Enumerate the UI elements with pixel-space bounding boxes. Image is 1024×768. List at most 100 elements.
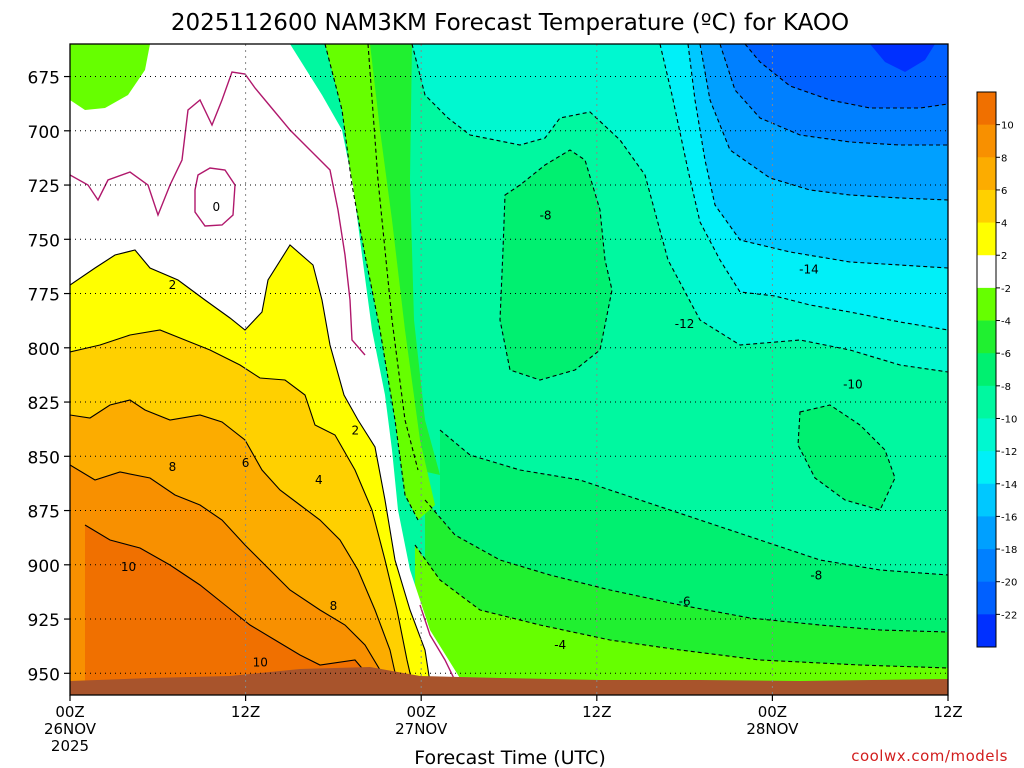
credit-text: coolwx.com/models bbox=[851, 747, 1008, 765]
colorbar-swatch bbox=[977, 287, 996, 321]
colorbar-swatch bbox=[977, 157, 996, 191]
colorbar-swatch bbox=[977, 222, 996, 256]
colorbar-label: -10 bbox=[1001, 414, 1017, 425]
contour-label: 4 bbox=[315, 473, 323, 487]
contour-label: 2 bbox=[169, 278, 177, 292]
band-minus8-column bbox=[368, 44, 440, 475]
isotherm-minus18 bbox=[699, 44, 948, 201]
x-tick-label: 2025 bbox=[51, 737, 89, 755]
contour-label: -4 bbox=[554, 638, 566, 652]
contour-lines bbox=[70, 44, 948, 695]
isotherm-minus16 bbox=[687, 44, 948, 269]
y-tick-label: 725 bbox=[28, 177, 60, 197]
y-tick-label: 700 bbox=[28, 123, 60, 143]
colorbar-label: 8 bbox=[1001, 153, 1007, 164]
band-minus6-lower bbox=[415, 545, 948, 695]
colorbar-label: 2 bbox=[1001, 251, 1007, 262]
isotherm-minus4 bbox=[414, 544, 948, 669]
y-tick-label: 875 bbox=[28, 503, 60, 523]
y-tick-label: 675 bbox=[28, 69, 60, 89]
colorbar-label: -16 bbox=[1001, 512, 1017, 523]
isotherm-minus10-mid bbox=[499, 149, 613, 381]
x-tick-label: 12Z bbox=[933, 703, 962, 721]
x-tick-label: 00Z bbox=[407, 703, 436, 721]
colorbar-label: -12 bbox=[1001, 447, 1017, 458]
contour-label: 8 bbox=[330, 599, 338, 613]
y-tick-label: 825 bbox=[28, 394, 60, 414]
y-tick-label: 850 bbox=[28, 448, 60, 468]
colorbar-label: 4 bbox=[1001, 219, 1007, 230]
isotherm-plus6 bbox=[70, 399, 401, 695]
band-minus6-column bbox=[325, 44, 435, 520]
isotherm-plus10 bbox=[84, 524, 373, 695]
y-tick-label: 925 bbox=[28, 611, 60, 631]
contour-label: 0 bbox=[213, 200, 221, 214]
axes: 67570072575077580082585087590092595000Z2… bbox=[28, 69, 963, 755]
isotherm-minus10-island bbox=[797, 404, 896, 511]
contour-labels: 0 2 2 4 6 8 8 10 10 -4 -6 -8 -8 -10 -12 -14 bbox=[121, 200, 863, 670]
y-tick-label: 775 bbox=[28, 286, 60, 306]
colorbar-label: 10 bbox=[1001, 121, 1014, 132]
isotherm-minus20 bbox=[719, 44, 948, 146]
band-plus10 bbox=[85, 525, 372, 695]
x-tick-label: 00Z bbox=[55, 703, 84, 721]
band-minus10-island bbox=[798, 405, 895, 510]
x-tick-label: 28NOV bbox=[746, 720, 799, 738]
x-axis-label: Forecast Time (UTC) bbox=[414, 747, 605, 768]
terrain-surface bbox=[70, 667, 948, 695]
y-tick-label: 750 bbox=[28, 231, 60, 251]
colorbar-swatch bbox=[977, 255, 996, 289]
band-minus24 bbox=[870, 44, 935, 72]
grid-lines bbox=[70, 44, 948, 695]
isotherm-minus12 bbox=[411, 44, 948, 373]
colorbar-label: 6 bbox=[1001, 186, 1007, 197]
x-tick-label: 00Z bbox=[758, 703, 787, 721]
colorbar-swatch bbox=[977, 418, 996, 452]
x-tick-label: 12Z bbox=[582, 703, 611, 721]
colorbar-swatch bbox=[977, 451, 996, 485]
colorbar-swatch bbox=[977, 516, 996, 550]
contour-label: -14 bbox=[799, 263, 819, 277]
colorbar-label: -8 bbox=[1001, 382, 1011, 393]
contour-label: 10 bbox=[121, 560, 136, 574]
freezing-line-left bbox=[70, 71, 366, 356]
colorbar-frame bbox=[976, 91, 997, 648]
band-minus10-mid bbox=[500, 150, 612, 380]
contour-label: 6 bbox=[242, 456, 250, 470]
colorbar-swatch bbox=[977, 581, 996, 615]
colorbar-label: -14 bbox=[1001, 480, 1017, 491]
colorbar-label: -6 bbox=[1001, 349, 1011, 360]
x-tick-label: 12Z bbox=[231, 703, 260, 721]
y-tick-label: 900 bbox=[28, 557, 60, 577]
isotherm-minus6-column bbox=[324, 44, 419, 521]
isotherm-minus22 bbox=[744, 44, 948, 109]
colorbar-swatch bbox=[977, 483, 996, 517]
isotherm-minus14 bbox=[659, 44, 948, 331]
plot-area: 0 2 2 4 6 8 8 10 10 -4 -6 -8 -8 -10 -12 -14 bbox=[70, 44, 948, 695]
contour-label: 10 bbox=[253, 655, 268, 669]
colorbar-swatch bbox=[977, 549, 996, 583]
colorbar-swatch bbox=[977, 320, 996, 354]
contour-label: -10 bbox=[843, 378, 863, 392]
y-tick-label: 950 bbox=[28, 665, 60, 685]
colorbar-label: -4 bbox=[1001, 317, 1011, 328]
isotherm-minus8-column bbox=[367, 44, 419, 471]
isotherm-minus6 bbox=[424, 499, 948, 633]
freezing-line-closed bbox=[194, 167, 236, 227]
colorbar-swatch bbox=[977, 614, 996, 648]
x-tick-label: 27NOV bbox=[395, 720, 448, 738]
x-tick-label: 26NOV bbox=[44, 720, 97, 738]
colorbar-swatch bbox=[977, 92, 996, 126]
contour-label: -6 bbox=[679, 595, 691, 609]
colorbar-swatch bbox=[977, 189, 996, 223]
colorbar: 10 8 6 4 2 -2 -4 -6 -8 -10 -12 -14 -16 -18 -20 -22 bbox=[976, 91, 1017, 648]
contour-label: -12 bbox=[675, 317, 695, 331]
colorbar-label: -18 bbox=[1001, 545, 1017, 556]
colorbar-label: -22 bbox=[1001, 610, 1017, 621]
colorbar-label: -20 bbox=[1001, 578, 1017, 589]
colorbar-swatch bbox=[977, 385, 996, 419]
isotherm-plus2 bbox=[70, 244, 433, 695]
y-tick-label: 800 bbox=[28, 340, 60, 360]
colorbar-swatch bbox=[977, 353, 996, 387]
